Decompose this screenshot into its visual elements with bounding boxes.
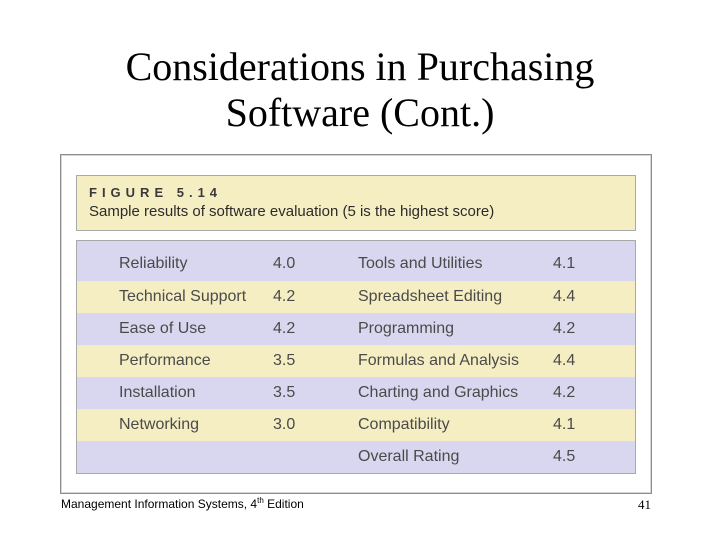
criterion-score: 4.2 [553,384,576,401]
footer-title-suffix: Edition [263,497,304,511]
criterion-score: 4.4 [553,352,576,369]
criterion-score: 4.2 [553,320,576,337]
figure-caption-box: FIGURE 5.14 Sample results of software e… [76,175,636,231]
figure-number: FIGURE 5.14 [89,185,223,200]
slide-title-line-2: Software (Cont.) [225,90,495,135]
evaluation-table: Reliability 4.0 Tools and Utilities 4.1 … [76,240,636,474]
footer-edition-superscript: th [257,496,264,505]
table-row-overall: Overall Rating 4.5 [77,441,635,473]
criterion-score: 4.0 [273,255,296,272]
table-row: Installation 3.5 Charting and Graphics 4… [77,377,635,409]
criterion-score: 4.1 [553,416,576,433]
criterion-name: Performance [119,352,211,369]
criterion-score: 4.2 [273,320,296,337]
criterion-name: Compatibility [358,416,450,433]
criterion-name: Installation [119,384,196,401]
criterion-score: 3.0 [273,416,296,433]
criterion-name: Charting and Graphics [358,384,519,401]
overall-rating-score: 4.5 [553,448,576,465]
criterion-name: Tools and Utilities [358,255,483,272]
page-number: 41 [638,497,651,512]
criterion-name: Networking [119,416,200,433]
criterion-name: Technical Support [119,288,247,305]
slide-title: Considerations in Purchasing Software (C… [0,44,720,136]
table-row: Networking 3.0 Compatibility 4.1 [77,409,635,441]
overall-rating-label: Overall Rating [358,448,460,465]
criterion-score: 4.4 [553,288,576,305]
footer-title-prefix: Management Information Systems, 4 [61,497,258,511]
table-row: Technical Support 4.2 Spreadsheet Editin… [77,281,635,313]
footer-book-title: Management Information Systems, 4th Edit… [61,496,304,511]
criterion-name: Spreadsheet Editing [358,288,503,305]
criterion-name: Programming [358,320,455,337]
slide-title-line-1: Considerations in Purchasing [125,44,595,89]
criterion-name: Ease of Use [119,320,207,337]
figure-caption: Sample results of software evaluation (5… [89,203,495,220]
criterion-score: 4.2 [273,288,296,305]
criterion-score: 3.5 [273,384,296,401]
criterion-score: 3.5 [273,352,296,369]
criterion-name: Reliability [119,255,188,272]
criterion-name: Formulas and Analysis [358,352,519,369]
table-row: Reliability 4.0 Tools and Utilities 4.1 [77,241,635,281]
table-row: Performance 3.5 Formulas and Analysis 4.… [77,345,635,377]
criterion-score: 4.1 [553,255,576,272]
table-row: Ease of Use 4.2 Programming 4.2 [77,313,635,345]
